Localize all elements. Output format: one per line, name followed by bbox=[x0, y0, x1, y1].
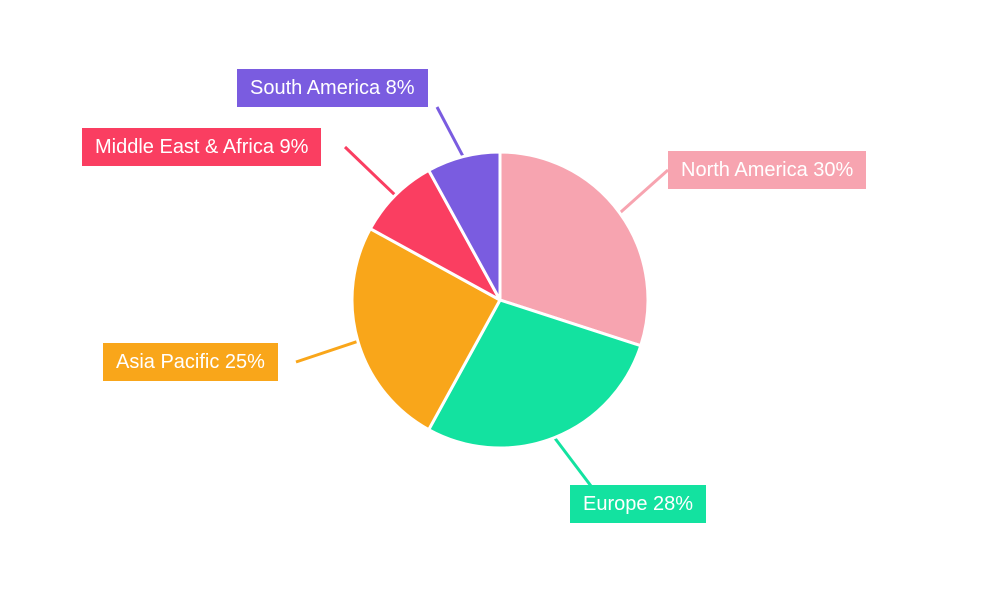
leader-line-europe bbox=[553, 436, 593, 487]
callout-label-south-america: South America 8% bbox=[237, 69, 428, 107]
pie-slice-north-america bbox=[498, 150, 650, 348]
callout-label-north-america: North America 30% bbox=[668, 151, 867, 189]
callout-label-asia-pacific: Asia Pacific 25% bbox=[103, 343, 278, 381]
leader-line-asia-pacific bbox=[295, 339, 359, 364]
leader-line-north-america bbox=[618, 168, 669, 215]
pie-slice-south-america bbox=[427, 150, 502, 302]
leader-line-middle-east-africa bbox=[343, 145, 397, 197]
pie-slice-asia-pacific bbox=[350, 227, 502, 432]
callout-label-middle-east-africa: Middle East & Africa 9% bbox=[82, 128, 322, 166]
callout-label-europe: Europe 28% bbox=[570, 485, 707, 523]
pie-slice-middle-east-africa bbox=[368, 168, 502, 302]
pie-slice-europe bbox=[427, 298, 643, 450]
leader-line-south-america bbox=[435, 106, 465, 158]
